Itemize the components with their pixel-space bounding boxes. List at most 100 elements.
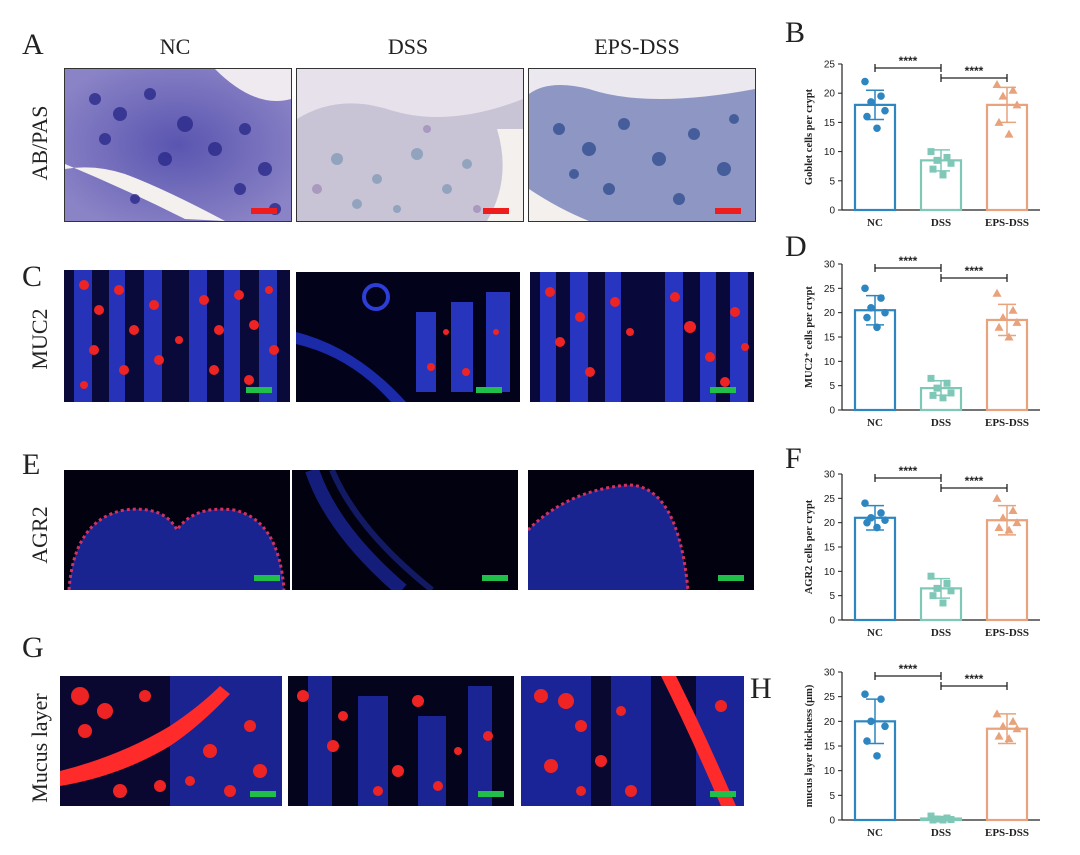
data-point — [861, 499, 869, 507]
data-point — [1004, 734, 1014, 743]
data-point — [929, 165, 937, 173]
data-point — [998, 313, 1008, 322]
data-point — [1004, 525, 1014, 534]
column-header-nc: NC — [159, 34, 191, 59]
scale-bar — [482, 575, 508, 581]
data-point — [939, 171, 947, 179]
panel-label-c: C — [22, 260, 43, 293]
data-point — [939, 816, 947, 824]
y-tick-label: 10 — [824, 567, 836, 578]
data-point — [994, 731, 1004, 740]
x-tick-label: NC — [867, 417, 883, 429]
bar-chart-mucus-thickness: 0 5 10 15 20 25 30 mucus layer thickness (μm) NC… — [780, 660, 1070, 850]
y-tick-label: 30 — [824, 668, 836, 679]
data-point — [881, 516, 889, 525]
data-point — [947, 587, 955, 595]
micrograph-agr2-nc — [64, 470, 290, 590]
data-point — [933, 584, 941, 592]
x-tick-label: DSS — [931, 217, 951, 229]
micrograph-mucus-nc — [60, 676, 282, 806]
data-point — [939, 394, 947, 402]
data-point — [927, 148, 935, 156]
data-point — [927, 572, 935, 580]
scale-bar — [476, 387, 502, 393]
micrograph-mucus-eps-dss — [521, 676, 744, 806]
data-point — [994, 117, 1004, 126]
data-point — [1012, 724, 1022, 733]
x-tick-label: EPS-DSS — [985, 217, 1029, 229]
column-header-dss: DSS — [387, 34, 429, 59]
significance-stars: **** — [899, 54, 918, 68]
y-tick-label: 20 — [824, 518, 836, 529]
data-point — [873, 752, 881, 760]
data-point — [863, 313, 871, 322]
bar-chart-goblet-cells: 0 5 10 15 20 25 Goblet cells per crypt NC DSS EPS… — [780, 52, 1070, 240]
y-tick-label: 25 — [824, 60, 836, 71]
data-point — [929, 592, 937, 600]
data-point — [992, 288, 1002, 297]
panel-label-g: G — [22, 631, 44, 664]
y-tick-label: 30 — [824, 260, 836, 271]
data-point — [873, 523, 881, 532]
micrograph-abpas-nc — [64, 68, 292, 222]
x-tick-label: NC — [867, 627, 883, 639]
y-tick-label: 10 — [824, 357, 836, 368]
y-tick-label: 15 — [824, 118, 836, 129]
row-label-agr2: AGR2 — [27, 506, 52, 564]
scale-bar — [246, 387, 272, 393]
y-tick-label: 5 — [829, 591, 835, 602]
y-axis-label: Goblet cells per crypt — [804, 88, 815, 185]
y-tick-label: 10 — [824, 147, 836, 158]
data-point — [863, 112, 871, 121]
data-point — [998, 91, 1008, 100]
chart-svg: 0 5 10 15 20 25 30 MUC2⁺ cells per crypt NC DSS EP… — [804, 254, 1040, 429]
x-tick-label: DSS — [931, 417, 951, 429]
data-point — [877, 294, 885, 302]
significance-stars: **** — [899, 464, 918, 478]
data-point — [943, 153, 951, 161]
y-tick-label: 0 — [829, 406, 835, 417]
row-label-muc2: MUC2 — [27, 308, 52, 370]
data-point — [867, 98, 875, 106]
data-point — [927, 374, 935, 382]
micrograph-agr2-dss — [292, 470, 518, 590]
x-tick-label: EPS-DSS — [985, 827, 1029, 839]
data-point — [947, 816, 955, 824]
y-tick-label: 0 — [829, 206, 835, 217]
data-point — [861, 77, 869, 86]
scale-bar — [710, 791, 736, 797]
data-point — [992, 79, 1002, 88]
data-point — [861, 690, 869, 698]
data-point — [1004, 332, 1014, 341]
x-tick-label: EPS-DSS — [985, 417, 1029, 429]
data-point — [939, 599, 947, 607]
y-tick-label: 0 — [829, 616, 835, 627]
data-point — [998, 513, 1008, 522]
data-point — [933, 815, 941, 823]
data-point — [877, 92, 885, 100]
y-tick-label: 15 — [824, 333, 836, 344]
data-point — [1004, 129, 1014, 138]
x-tick-label: DSS — [931, 627, 951, 639]
data-point — [877, 695, 885, 703]
data-point — [877, 509, 885, 517]
micrograph-abpas-dss — [296, 68, 524, 222]
data-point — [929, 816, 937, 824]
y-tick-label: 20 — [824, 308, 836, 319]
y-tick-label: 25 — [824, 284, 836, 295]
bar — [853, 103, 897, 212]
data-point — [994, 322, 1004, 331]
data-point — [873, 323, 881, 332]
panel-label-h: H — [750, 672, 772, 705]
data-point — [1008, 305, 1018, 314]
micrograph-abpas-eps-dss — [528, 68, 756, 222]
bar-chart-agr2-cells: 0 5 10 15 20 25 30 AGR2 cells per crypt NC DSS EPS… — [780, 462, 1070, 650]
data-point — [881, 308, 889, 317]
row-label-mucus-layer: Mucus layer — [27, 693, 52, 803]
y-tick-label: 5 — [829, 176, 835, 187]
y-tick-label: 0 — [829, 816, 835, 827]
data-point — [867, 304, 875, 312]
y-tick-label: 20 — [824, 717, 836, 728]
bar — [853, 516, 897, 622]
data-point — [1012, 317, 1022, 326]
